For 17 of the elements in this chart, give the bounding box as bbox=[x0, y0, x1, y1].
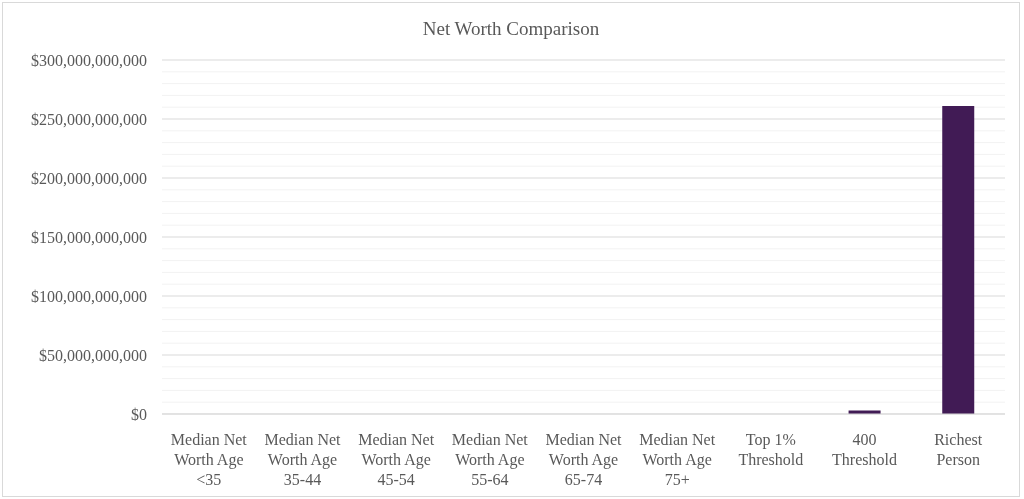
y-tick-label: $150,000,000,000 bbox=[31, 228, 147, 246]
y-tick-label: $100,000,000,000 bbox=[31, 287, 147, 305]
y-tick-label: $0 bbox=[131, 405, 147, 423]
y-tick-label: $200,000,000,000 bbox=[31, 169, 147, 187]
x-tick-label: Median Net Worth Age 35-44 bbox=[264, 431, 342, 488]
x-tick-label: Richest Person bbox=[934, 431, 983, 468]
x-tick-label: Median Net Worth Age 75+ bbox=[639, 431, 716, 488]
y-tick-label: $250,000,000,000 bbox=[31, 110, 147, 128]
x-tick-label: 400 Threshold bbox=[832, 431, 897, 468]
chart-title: Net Worth Comparison bbox=[421, 18, 601, 40]
y-tick-label: $50,000,000,000 bbox=[39, 346, 147, 364]
x-tick-label: Median Net Worth Age 45-54 bbox=[358, 431, 435, 488]
y-tick-label: $300,000,000,000 bbox=[31, 51, 147, 69]
x-tick-label: Median Net Worth Age 65-74 bbox=[545, 431, 623, 488]
x-tick-label: Median Net Worth Age 55-64 bbox=[451, 431, 529, 488]
x-tick-label: Median Net Worth Age <35 bbox=[170, 431, 248, 488]
x-tick-label: Top 1% Threshold bbox=[738, 431, 804, 468]
